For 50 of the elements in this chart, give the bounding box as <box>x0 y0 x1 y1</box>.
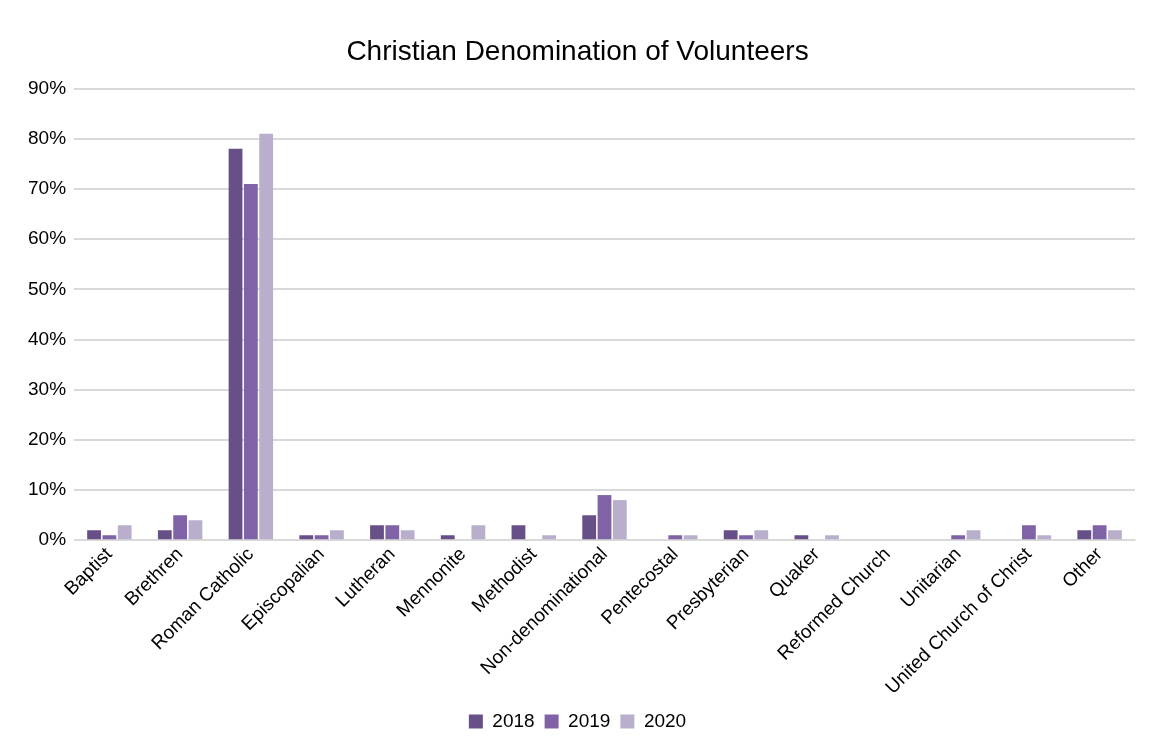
bar <box>794 535 809 540</box>
bar <box>385 525 400 540</box>
bar <box>825 535 839 540</box>
bar <box>723 530 738 540</box>
bar <box>668 535 683 540</box>
bar <box>102 535 117 540</box>
y-tick-label: 70% <box>28 177 67 199</box>
legend-label: 2019 <box>568 709 611 731</box>
y-tick-label: 60% <box>28 227 67 249</box>
bar <box>612 500 627 540</box>
bar <box>1022 525 1036 540</box>
bar <box>966 530 981 540</box>
bar <box>299 535 314 540</box>
chart-title: Christian Denomination of Volunteers <box>346 34 809 66</box>
bar <box>370 525 384 540</box>
bar <box>471 525 486 540</box>
bar <box>754 530 769 540</box>
bar <box>173 515 188 540</box>
bar <box>243 183 258 540</box>
bar <box>1077 530 1092 540</box>
bar <box>87 530 101 540</box>
bar <box>188 520 203 540</box>
y-tick-label: 0% <box>38 528 67 550</box>
legend-label: 2018 <box>492 709 535 731</box>
bar <box>582 515 597 540</box>
y-tick-label: 40% <box>28 327 67 349</box>
bar <box>1108 530 1122 540</box>
bar <box>597 495 612 540</box>
bar <box>330 530 344 540</box>
bar <box>157 530 172 540</box>
y-tick-label: 50% <box>28 277 67 299</box>
bar <box>683 535 698 540</box>
y-tick-label: 20% <box>28 428 67 450</box>
y-tick-label: 30% <box>28 377 67 399</box>
legend-label: 2020 <box>643 709 687 731</box>
bar <box>440 535 455 540</box>
bar <box>511 525 526 540</box>
y-tick-label: 90% <box>28 76 67 98</box>
bar <box>542 535 556 540</box>
y-tick-label: 80% <box>28 127 67 149</box>
bar <box>259 133 274 540</box>
y-tick-label: 10% <box>28 478 67 500</box>
bar <box>1037 535 1052 540</box>
bar <box>739 535 753 540</box>
bar <box>400 530 415 540</box>
bar <box>228 148 243 540</box>
bar <box>117 525 132 540</box>
bar <box>314 535 329 540</box>
bar <box>1092 525 1107 540</box>
bar <box>951 535 966 540</box>
